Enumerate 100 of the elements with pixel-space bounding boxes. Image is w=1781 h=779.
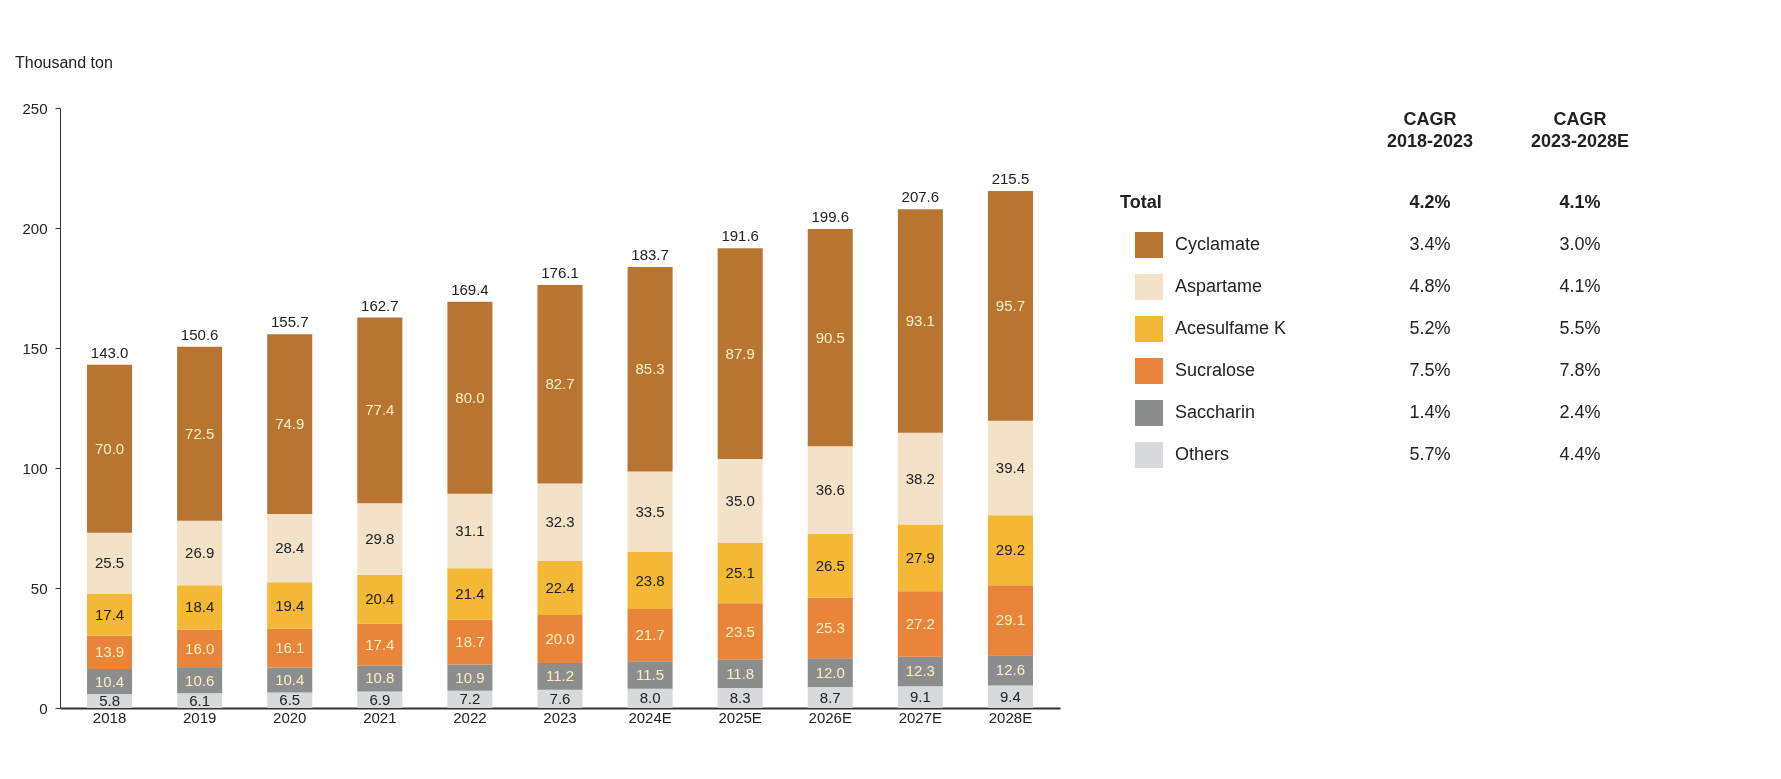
y-tick-label: 250	[22, 99, 48, 117]
data-label: 11.5	[636, 666, 665, 683]
bar	[987, 420, 1033, 516]
data-label: 22.4	[545, 579, 575, 596]
y-tick-label: 100	[22, 459, 48, 477]
bar	[717, 459, 763, 544]
data-label: 12.0	[815, 663, 845, 681]
data-label: 27.9	[905, 548, 935, 566]
data-label: 10.9	[455, 668, 485, 686]
x-tick-label: 2026E	[808, 708, 852, 726]
bar	[447, 568, 493, 620]
data-label: 33.5	[635, 502, 665, 520]
bar	[87, 594, 133, 636]
data-label: 93.1	[905, 312, 935, 329]
data-label: 10.6	[185, 671, 215, 689]
legend-label: Cyclamate	[1175, 234, 1261, 254]
bar	[897, 209, 943, 433]
x-tick-label: 2027E	[898, 708, 943, 726]
data-label: 28.4	[275, 539, 305, 557]
bar	[87, 364, 133, 533]
y-tick-label: 0	[39, 699, 48, 717]
y-tick-label: 150	[22, 339, 48, 357]
text: 4.8%	[1409, 276, 1451, 296]
bar	[987, 585, 1033, 656]
bar	[357, 503, 403, 575]
x-tick-label: 2020	[273, 708, 307, 726]
bar	[537, 285, 583, 484]
total-label: 162.7	[361, 296, 399, 314]
bar	[177, 520, 223, 586]
data-label: 26.9	[185, 544, 215, 562]
legend-label: Sucralose	[1175, 360, 1256, 380]
total-label: 183.7	[631, 245, 669, 263]
bar	[807, 534, 853, 598]
bar	[897, 524, 943, 592]
text: 5.2%	[1409, 318, 1451, 338]
text: 7.5%	[1409, 360, 1451, 380]
bar	[177, 346, 223, 521]
data-label: 90.5	[815, 328, 845, 346]
y-axis-title: Thousand ton	[15, 54, 113, 71]
bar	[627, 266, 673, 472]
data-label: 77.4	[365, 401, 395, 419]
x-tick-label: 2028E	[988, 708, 1033, 726]
legend-label: Others	[1175, 444, 1230, 464]
data-label: 10.8	[365, 669, 395, 687]
data-label: 10.4	[275, 670, 305, 688]
total-label: 207.6	[901, 188, 940, 206]
data-label: 18.7	[455, 633, 485, 651]
bar	[357, 574, 403, 624]
bar	[987, 685, 1033, 708]
bar	[537, 614, 583, 663]
bar	[627, 552, 673, 610]
data-label: 29.2	[995, 541, 1026, 559]
x-tick-label: 2023	[543, 708, 577, 726]
bar	[447, 619, 493, 665]
bar	[897, 432, 943, 525]
data-label: 23.5	[725, 622, 755, 640]
data-label: 16.1	[275, 639, 305, 657]
y-tick-label: 50	[30, 579, 48, 597]
data-label: 19.4	[275, 596, 305, 614]
bar	[807, 687, 853, 708]
data-label: 16.0	[185, 639, 215, 657]
bar	[537, 662, 583, 690]
data-label: 95.7	[995, 296, 1026, 314]
data-label: 29.1	[995, 611, 1026, 629]
data-label: 36.6	[815, 481, 845, 499]
data-label: 72.5	[185, 424, 215, 442]
y-tick-label: 200	[22, 219, 48, 237]
data-label: 21.4	[455, 585, 485, 602]
data-label: 25.3	[815, 618, 845, 636]
bar	[177, 585, 223, 630]
total-label: 191.6	[721, 227, 759, 245]
data-label: 8.0	[639, 689, 661, 707]
x-tick-label: 2022	[453, 708, 487, 726]
data-label: 13.9	[94, 643, 125, 661]
data-label: 9.1	[909, 688, 931, 706]
text: 3.0%	[1559, 234, 1601, 254]
data-label: 18.4	[185, 598, 215, 616]
text: Total	[1120, 192, 1162, 212]
data-label: 25.1	[725, 564, 755, 582]
data-label: 38.2	[905, 469, 935, 487]
text: 3.4%	[1409, 234, 1451, 254]
data-label: 6.1	[189, 691, 211, 709]
bar	[87, 532, 133, 594]
text: 2.4%	[1559, 402, 1601, 422]
total-label: 215.5	[991, 170, 1030, 188]
legend-label: Acesulfame K	[1175, 318, 1287, 338]
data-label: 12.3	[905, 662, 935, 680]
data-label: 70.0	[94, 439, 125, 457]
data-label: 82.7	[545, 375, 575, 393]
data-label: 87.9	[725, 344, 755, 362]
data-label: 7.6	[549, 689, 571, 707]
bar	[537, 561, 583, 615]
data-label: 80.0	[455, 388, 485, 406]
data-label: 6.5	[279, 691, 301, 709]
bar	[627, 609, 673, 662]
bar	[177, 629, 223, 668]
total-label: 143.0	[90, 343, 129, 361]
data-label: 12.6	[995, 661, 1026, 679]
data-label: 29.8	[365, 530, 395, 548]
total-label: 176.1	[541, 264, 579, 282]
